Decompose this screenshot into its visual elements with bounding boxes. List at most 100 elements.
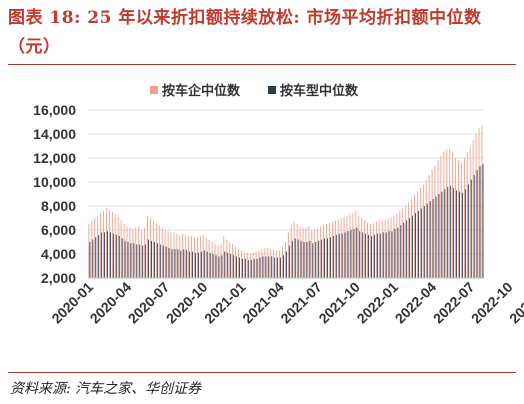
bar-brand-median (114, 214, 116, 278)
bar-brand-median (317, 227, 319, 278)
bar-model-median (341, 233, 343, 278)
bar-brand-median (340, 218, 342, 278)
bar-model-median (121, 238, 123, 278)
bar-brand-median (94, 218, 96, 278)
bar-brand-median (188, 236, 190, 278)
bar-brand-median (185, 234, 187, 278)
bar-brand-median (287, 232, 289, 278)
bar-brand-median (106, 208, 107, 278)
bar-model-median (250, 260, 252, 278)
bar-brand-median (208, 239, 210, 278)
bar-model-median (438, 194, 440, 278)
bar-model-median (321, 239, 323, 278)
bar-model-median (347, 231, 349, 278)
bar-brand-median (223, 236, 225, 278)
bar-brand-median (343, 216, 345, 278)
bar-brand-median (255, 251, 257, 278)
bar-brand-median (337, 219, 339, 278)
bar-model-median (420, 208, 422, 278)
x-tick-label: 2021-04 (239, 279, 287, 327)
bar-brand-median (381, 220, 383, 278)
bar-brand-median (290, 225, 292, 278)
bar-brand-median (431, 170, 433, 278)
bar-brand-median (440, 155, 442, 278)
bar-model-median (327, 238, 328, 278)
bar-model-median (456, 190, 458, 278)
bar-brand-median (428, 174, 430, 278)
bar-model-median (294, 238, 296, 278)
bar-model-median (186, 250, 188, 278)
bar-model-median (198, 252, 199, 278)
bar-model-median (209, 252, 211, 278)
bar-model-median (127, 242, 129, 278)
bar-brand-median (466, 152, 468, 278)
bar-model-median (324, 238, 326, 278)
bar-brand-median (261, 249, 263, 278)
bar-brand-median (370, 224, 371, 278)
bar-model-median (415, 213, 416, 278)
bar-model-median (435, 196, 437, 278)
bar-brand-median (141, 230, 143, 278)
bar-brand-median (243, 251, 245, 278)
bar-brand-median (144, 227, 146, 278)
bar-brand-median (123, 224, 125, 278)
x-tick-label: 2022-10 (468, 279, 516, 327)
bar-brand-median (226, 239, 228, 278)
legend-swatch (268, 86, 276, 94)
bar-brand-median (284, 242, 286, 278)
bar-brand-median (194, 237, 195, 278)
bar-brand-median (402, 208, 404, 278)
x-tick-label: 2021-01 (201, 279, 249, 327)
bar-brand-median (182, 233, 184, 278)
bar-brand-median (472, 140, 474, 278)
legend: 按车企中位数 按车型中位数 (150, 83, 359, 98)
bar-model-median (200, 251, 202, 278)
bar-brand-median (246, 252, 248, 278)
legend-label: 按车企中位数 (162, 83, 241, 98)
bar-brand-median (334, 220, 336, 278)
bar-model-median (218, 256, 220, 278)
bar-model-median (335, 234, 337, 278)
bar-brand-median (446, 149, 448, 278)
bar-model-median (412, 215, 414, 278)
bar-brand-median (240, 250, 242, 278)
bar-model-median (168, 248, 170, 278)
bar-model-median (300, 240, 302, 278)
bar-model-median (464, 189, 466, 278)
title-rule (8, 64, 516, 65)
bar-model-median (453, 188, 455, 278)
bar-model-median (394, 228, 396, 278)
bar-model-median (291, 240, 293, 278)
bar-brand-median (361, 218, 363, 278)
y-tick-label: 6,000 (41, 222, 76, 238)
bar-model-median (236, 256, 238, 278)
bar-model-median (215, 255, 217, 278)
bar-brand-median (111, 212, 113, 278)
bar-model-median (382, 232, 384, 278)
bar-brand-median (100, 213, 102, 278)
bar-brand-median (481, 125, 483, 278)
x-tick-label: 2021-10 (315, 279, 363, 327)
bar-brand-median (458, 160, 459, 278)
bar-brand-median (276, 250, 278, 278)
bar-model-median (450, 185, 452, 278)
bar-model-median (406, 220, 408, 278)
bar-model-median (350, 230, 352, 278)
bar-brand-median (308, 226, 310, 278)
bar-brand-median (408, 202, 410, 278)
bar-brand-median (170, 232, 172, 278)
bar-brand-median (152, 220, 154, 278)
y-tick-label: 10,000 (33, 174, 76, 190)
bar-brand-median (393, 215, 395, 278)
bar-model-median (470, 179, 472, 278)
bar-brand-median (202, 234, 204, 278)
bar-model-median (195, 252, 196, 278)
bar-model-median (288, 245, 290, 278)
bar-brand-median (387, 218, 389, 278)
bar-model-median (344, 232, 346, 278)
bar-model-median (441, 191, 443, 278)
bar-brand-median (199, 236, 201, 278)
bar-model-median (162, 245, 164, 278)
bar-brand-median (214, 244, 216, 278)
bar-model-median (244, 258, 246, 278)
